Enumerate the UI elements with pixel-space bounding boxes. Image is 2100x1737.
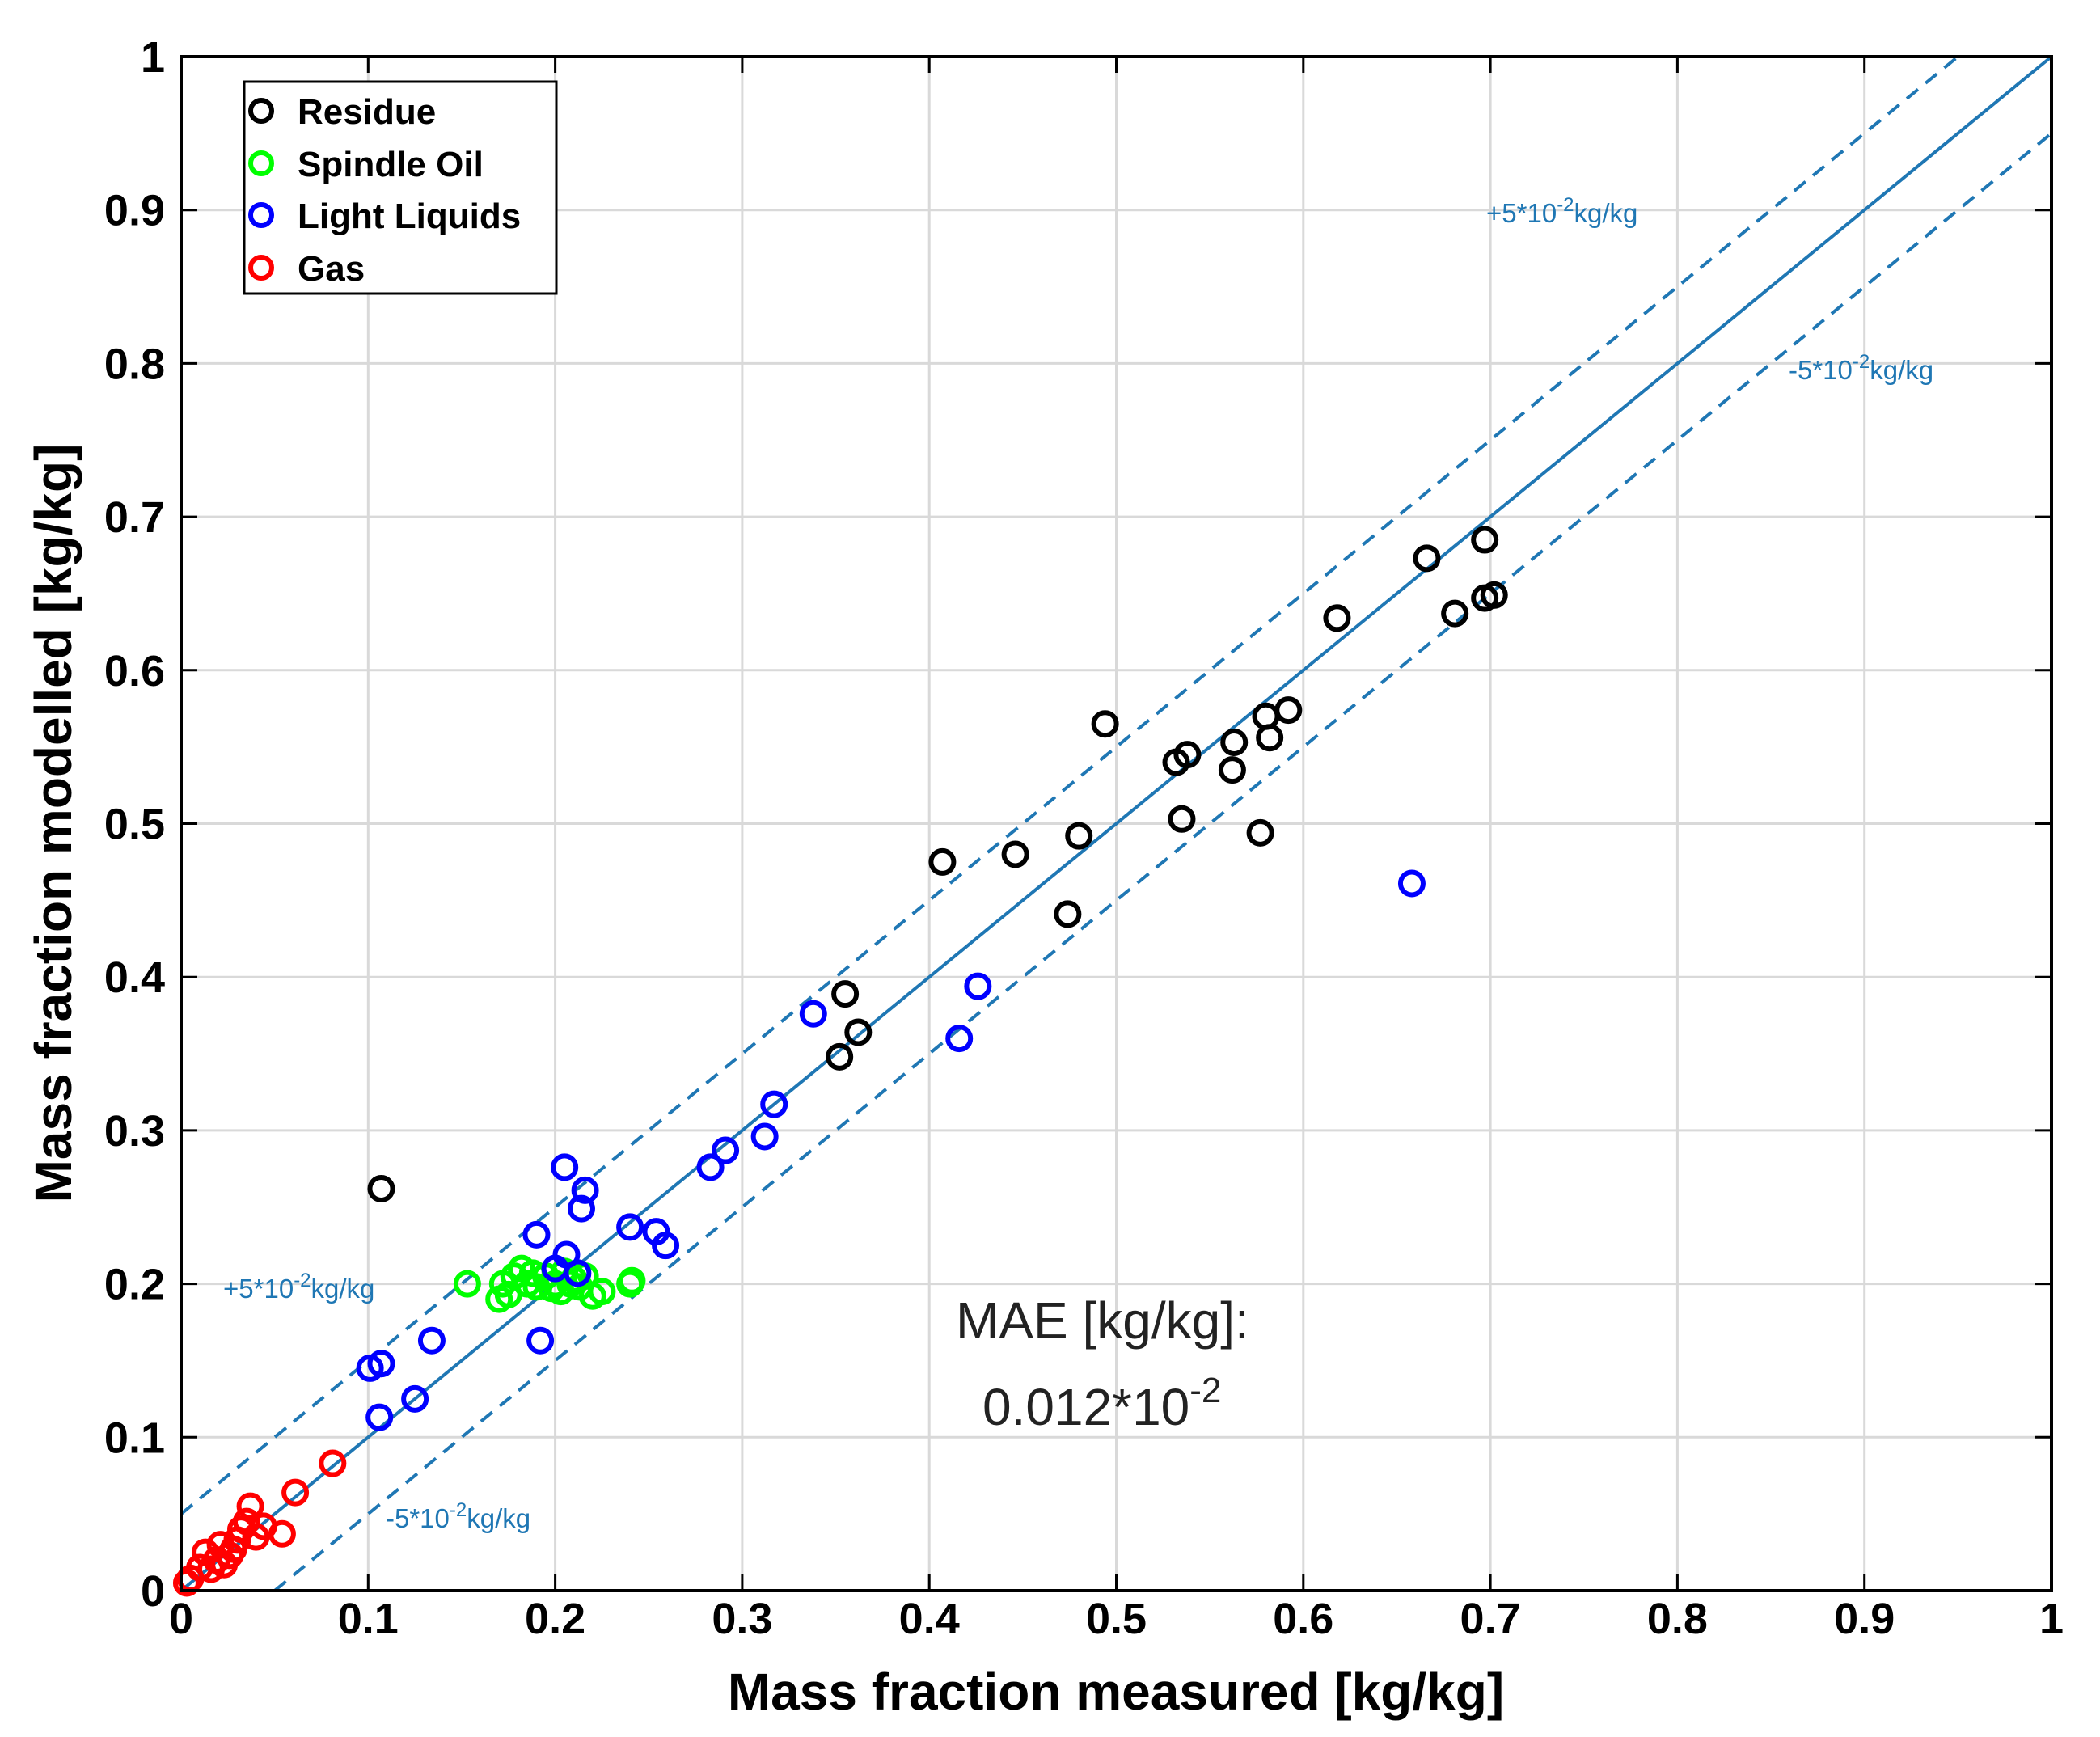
point-light-liquids-1: [365, 1403, 394, 1431]
x-tick-label-7: 0.7: [1460, 1595, 1521, 1643]
y-tick-label-6: 0.6: [104, 647, 165, 695]
point-gas-13: [236, 1492, 264, 1520]
point-residue-4: [928, 847, 957, 876]
point-spindle-oil-21: [618, 1266, 646, 1295]
point-gas-17: [281, 1478, 310, 1507]
series-light-liquids: [356, 869, 1426, 1431]
y-tick-label-8: 0.8: [104, 340, 165, 388]
point-residue-12: [1218, 756, 1246, 784]
point-gas-18: [319, 1449, 347, 1477]
point-light-liquids-6: [526, 1326, 555, 1355]
point-residue-16: [1256, 724, 1284, 752]
y-tick-label-3: 0.3: [104, 1107, 165, 1156]
point-residue-21: [1471, 526, 1499, 554]
point-light-liquids-8: [551, 1153, 579, 1181]
point-light-liquids-20: [799, 1000, 827, 1028]
reference-line-lower-band: [273, 132, 2053, 1592]
legend-marker-gas: [248, 255, 274, 281]
mae-value: 0.012*10-2: [982, 1371, 1221, 1436]
y-tick-label-9: 0.9: [104, 187, 165, 235]
point-residue-7: [1065, 822, 1093, 850]
point-light-liquids-5: [522, 1220, 551, 1249]
point-light-liquids-2: [367, 1350, 395, 1378]
point-spindle-oil-0: [453, 1270, 481, 1298]
point-light-liquids-23: [1397, 869, 1426, 898]
legend-marker-spindle-oil: [248, 150, 274, 176]
point-residue-19: [1413, 544, 1441, 573]
point-light-liquids-17: [712, 1136, 740, 1164]
legend-marker-residue: [248, 98, 274, 124]
point-light-liquids-18: [750, 1122, 779, 1151]
point-residue-23: [1480, 581, 1508, 609]
x-axis-label: Mass fraction measured [kg/kg]: [728, 1663, 1504, 1721]
point-residue-5: [1001, 840, 1029, 868]
series-residue: [367, 526, 1508, 1202]
x-tick-label-10: 1: [2039, 1595, 2064, 1643]
point-light-liquids-11: [567, 1194, 595, 1223]
legend-label-residue: Residue: [298, 92, 436, 132]
x-tick-label-6: 0.6: [1273, 1595, 1333, 1643]
y-axis-label: Mass fraction modelled [kg/kg]: [24, 444, 82, 1203]
point-light-liquids-15: [652, 1232, 680, 1260]
point-residue-13: [1220, 728, 1249, 756]
point-residue-8: [1091, 710, 1119, 738]
x-tick-label-8: 0.8: [1647, 1595, 1708, 1643]
point-light-liquids-22: [964, 972, 992, 1000]
x-tick-label-2: 0.2: [525, 1595, 585, 1643]
series-gas: [172, 1449, 347, 1597]
point-light-liquids-3: [401, 1384, 429, 1413]
x-tick-label-5: 0.5: [1086, 1595, 1147, 1643]
point-residue-10: [1168, 805, 1196, 833]
point-residue-3: [844, 1018, 873, 1046]
x-tick-label-9: 0.9: [1834, 1595, 1895, 1643]
legend-box: [243, 80, 558, 295]
x-tick-label-1: 0.1: [338, 1595, 399, 1643]
x-tick-label-0: 0: [169, 1595, 193, 1643]
point-residue-14: [1246, 818, 1274, 847]
x-tick-label-4: 0.4: [899, 1595, 960, 1643]
point-light-liquids-13: [616, 1213, 644, 1241]
point-residue-11: [1173, 741, 1202, 769]
reference-lines: [180, 55, 2053, 1592]
legend: Residue Spindle Oil Light Liquids Gas: [243, 80, 558, 295]
lower-band-annotation-top: -5*10-2kg/kg: [1789, 351, 1933, 385]
y-tick-label-5: 0.5: [104, 801, 165, 849]
point-light-liquids-12: [571, 1176, 599, 1204]
lower-band-annotation-bottom: -5*10-2kg/kg: [386, 1499, 530, 1533]
mae-title: MAE [kg/kg]:: [956, 1291, 1249, 1350]
upper-band-annotation-top: +5*10-2kg/kg: [1486, 194, 1637, 228]
point-light-liquids-16: [696, 1153, 725, 1181]
point-light-liquids-4: [417, 1326, 446, 1355]
point-residue-0: [367, 1174, 395, 1202]
legend-label-spindle-oil: Spindle Oil: [298, 145, 484, 184]
point-light-liquids-21: [945, 1025, 974, 1053]
legend-label-gas: Gas: [298, 249, 365, 289]
y-tick-label-2: 0.2: [104, 1261, 165, 1309]
point-residue-20: [1441, 599, 1469, 628]
point-residue-6: [1054, 900, 1082, 928]
upper-band-annotation-bottom: +5*10-2kg/kg: [223, 1270, 374, 1304]
point-gas-16: [268, 1519, 296, 1548]
legend-label-light-liquids: Light Liquids: [298, 197, 521, 236]
y-tick-label-7: 0.7: [104, 493, 165, 542]
point-residue-17: [1274, 696, 1303, 725]
reference-line-upper-band: [180, 55, 1959, 1515]
y-tick-label-4: 0.4: [104, 953, 165, 1002]
y-tick-label-1: 0.1: [104, 1414, 165, 1462]
point-spindle-oil-19: [588, 1278, 616, 1306]
data-points: [172, 526, 1508, 1597]
y-tick-label-10: 1: [141, 33, 165, 82]
x-tick-label-3: 0.3: [712, 1595, 772, 1643]
point-residue-18: [1323, 604, 1351, 632]
y-tick-label-0: 0: [141, 1567, 165, 1616]
point-light-liquids-19: [760, 1090, 788, 1118]
axis-ticks: 0 0.1 0.2 0.3 0.4 0.5 0.6 0.7 0.8 0.9 1 0 0.1 0.2 0.3 0…: [104, 33, 2064, 1643]
point-residue-2: [831, 980, 860, 1008]
legend-marker-light-liquids: [248, 202, 274, 228]
point-light-liquids-10: [564, 1259, 592, 1287]
reference-line-y-x: [180, 55, 2053, 1592]
point-residue-1: [826, 1042, 854, 1071]
